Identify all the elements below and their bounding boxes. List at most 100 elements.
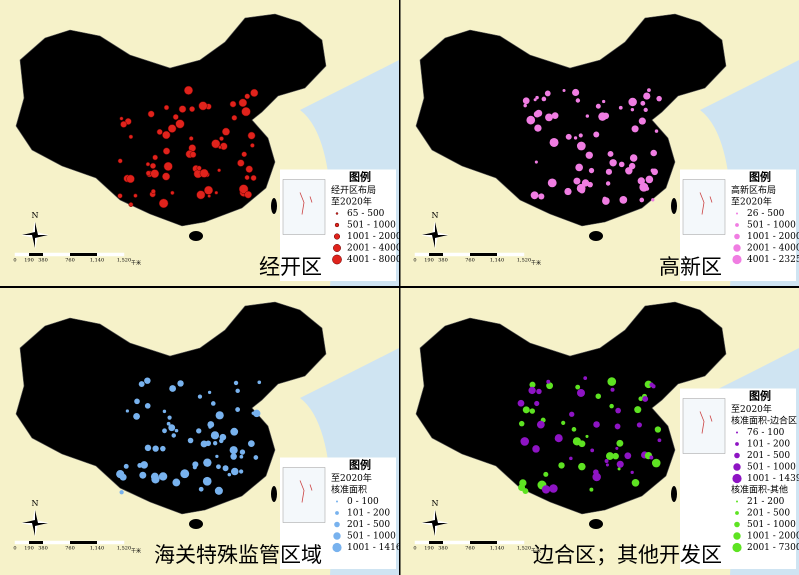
site-dot bbox=[210, 431, 220, 440]
legend-item: 1001 - 1416 bbox=[347, 543, 402, 553]
site-dot bbox=[544, 90, 551, 97]
scale-tick-label: 1,140 bbox=[490, 546, 504, 552]
legend-inset-map bbox=[682, 179, 726, 235]
site-dot bbox=[120, 120, 128, 128]
site-dot bbox=[235, 407, 241, 412]
site-dot bbox=[583, 376, 588, 380]
site-dot bbox=[198, 101, 208, 111]
site-dot bbox=[128, 134, 134, 139]
site-dot bbox=[618, 105, 623, 110]
legend-symbol bbox=[335, 212, 339, 215]
site-dot bbox=[230, 467, 239, 476]
site-dot bbox=[222, 465, 229, 472]
legend-header: 至2020年 bbox=[731, 196, 772, 208]
site-dot bbox=[145, 162, 151, 167]
site-dot bbox=[150, 169, 160, 179]
site-dot bbox=[546, 379, 551, 384]
scale-tick-label: 0 bbox=[413, 546, 416, 552]
site-dot bbox=[612, 452, 619, 460]
site-dot bbox=[203, 458, 212, 467]
site-dot bbox=[651, 168, 658, 176]
scale-tick-label: 1,140 bbox=[490, 258, 504, 264]
site-dot bbox=[163, 104, 170, 111]
panel-label: 边合区；其他开发区 bbox=[533, 543, 722, 567]
site-dot bbox=[144, 402, 151, 409]
legend-symbol bbox=[332, 542, 342, 553]
site-dot bbox=[217, 168, 222, 173]
legend-item: 1001 - 2000 bbox=[747, 232, 799, 242]
site-dot bbox=[156, 128, 163, 135]
legend-symbol bbox=[334, 222, 340, 228]
scale-bar-body bbox=[414, 540, 525, 545]
site-dot bbox=[578, 133, 583, 138]
legend-item: 2001 - 7300 bbox=[747, 543, 799, 553]
site-dot bbox=[636, 422, 642, 428]
site-dot bbox=[536, 420, 545, 429]
site-dot bbox=[171, 433, 176, 438]
legend-item: 0 - 100 bbox=[347, 497, 379, 507]
site-dot bbox=[177, 380, 184, 387]
scale-bar-fill bbox=[470, 253, 497, 256]
legend-header: 核准面积 bbox=[331, 484, 367, 496]
site-dot bbox=[133, 193, 138, 198]
panel-label: 高新区 bbox=[659, 255, 722, 279]
taiwan bbox=[271, 486, 277, 502]
legend-title: 图例 bbox=[349, 458, 371, 472]
legend-item: 201 - 500 bbox=[747, 509, 790, 519]
site-dot bbox=[126, 174, 135, 184]
scale-unit: 千米 bbox=[131, 260, 141, 267]
site-dot bbox=[241, 106, 251, 117]
north-arrow-shade bbox=[422, 510, 448, 536]
site-dot bbox=[541, 485, 551, 494]
legend-item: 26 - 500 bbox=[747, 209, 785, 219]
site-dot bbox=[160, 445, 166, 452]
legend-item: 1001 - 2000 bbox=[347, 232, 402, 242]
north-label: N bbox=[32, 211, 39, 220]
site-dot bbox=[558, 462, 565, 469]
site-dot bbox=[565, 133, 572, 140]
legend-item: 4001 - 8000 bbox=[347, 255, 402, 265]
legend-symbol bbox=[333, 233, 341, 240]
site-dot bbox=[238, 184, 249, 194]
taiwan bbox=[671, 198, 677, 214]
scale-bar: 0 190 380 760 1,140 1,520 千米 bbox=[413, 252, 541, 267]
site-dot bbox=[213, 441, 218, 446]
panel-label: 经开区 bbox=[259, 255, 322, 279]
legend-header: 至2020年 bbox=[331, 196, 372, 208]
site-dot bbox=[205, 440, 212, 447]
site-dot bbox=[180, 469, 190, 479]
scale-tick-label: 380 bbox=[438, 546, 448, 552]
site-dot bbox=[543, 471, 549, 477]
inset-islands bbox=[699, 192, 713, 215]
site-dot bbox=[624, 452, 632, 460]
site-dot bbox=[578, 440, 586, 448]
legend-header: 高新区布局 bbox=[731, 184, 776, 196]
legend-header: 至2020年 bbox=[331, 472, 372, 484]
legend-symbol bbox=[333, 532, 341, 540]
site-dot bbox=[618, 161, 625, 168]
site-dot bbox=[192, 465, 197, 470]
scale-tick-label: 380 bbox=[438, 258, 448, 264]
site-dot bbox=[197, 394, 203, 399]
site-dot bbox=[561, 420, 566, 425]
legend-item: 101 - 200 bbox=[347, 509, 390, 519]
site-dot bbox=[204, 185, 214, 195]
scale-bar-fill bbox=[70, 541, 97, 544]
separator-horizontal bbox=[0, 286, 799, 288]
site-dot bbox=[250, 88, 259, 97]
scale-tick-label: 1,520 bbox=[517, 546, 531, 552]
site-dot bbox=[247, 131, 256, 140]
site-dot bbox=[175, 119, 185, 129]
site-dot bbox=[198, 486, 204, 492]
site-dot bbox=[162, 172, 171, 181]
site-dot bbox=[572, 88, 580, 97]
legend-item: 2001 - 4000 bbox=[347, 244, 402, 254]
scale-bar: 0 190 380 760 1,140 1,520 千米 bbox=[13, 540, 141, 555]
site-dot bbox=[167, 415, 172, 420]
scale-tick-label: 190 bbox=[424, 258, 434, 264]
site-dot bbox=[649, 382, 654, 388]
legend-item: 1001 - 1439 bbox=[747, 474, 799, 484]
site-dot bbox=[139, 471, 147, 479]
scale-tick-label: 0 bbox=[13, 546, 16, 552]
